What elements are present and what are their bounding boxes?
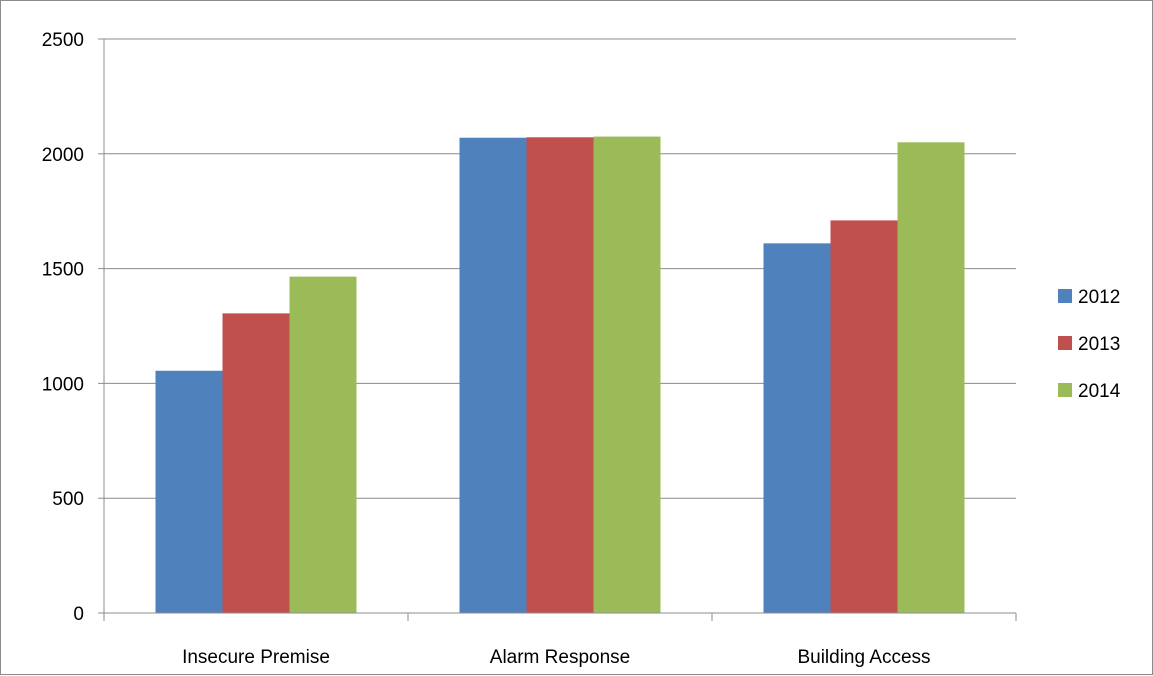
bar-2014-1 bbox=[593, 136, 661, 613]
legend-swatch-2012 bbox=[1058, 289, 1072, 303]
y-tick-label: 2500 bbox=[42, 30, 84, 51]
bar-2012-1 bbox=[459, 137, 527, 613]
bars bbox=[155, 136, 965, 613]
bar-2013-1 bbox=[526, 137, 594, 613]
x-category-label: Alarm Response bbox=[490, 647, 630, 668]
bar-2012-0 bbox=[155, 370, 223, 613]
y-tick-label: 2000 bbox=[42, 145, 84, 166]
legend-label-2012: 2012 bbox=[1078, 287, 1120, 308]
y-axis-tick-labels: 0 500 1000 1500 2000 2500 bbox=[42, 30, 84, 625]
legend-swatch-2013 bbox=[1058, 336, 1072, 350]
legend: 2012 2013 2014 bbox=[1058, 287, 1121, 402]
y-tick-label: 500 bbox=[52, 489, 84, 510]
y-tick-label: 0 bbox=[73, 604, 84, 625]
legend-swatch-2014 bbox=[1058, 383, 1072, 397]
legend-label-2014: 2014 bbox=[1078, 381, 1121, 402]
x-category-label: Building Access bbox=[797, 647, 930, 668]
bar-2013-2 bbox=[830, 220, 898, 613]
axes bbox=[98, 38, 1017, 621]
bar-2013-0 bbox=[222, 313, 290, 613]
x-category-label: Insecure Premise bbox=[182, 647, 330, 668]
x-axis-category-labels: Insecure Premise Alarm Response Building A… bbox=[182, 647, 930, 668]
y-tick-label: 1000 bbox=[42, 374, 84, 395]
bar-2014-0 bbox=[289, 276, 357, 613]
legend-label-2013: 2013 bbox=[1078, 334, 1120, 355]
bar-2012-2 bbox=[763, 243, 831, 613]
y-tick-label: 1500 bbox=[42, 260, 84, 281]
bar-2014-2 bbox=[897, 142, 965, 613]
